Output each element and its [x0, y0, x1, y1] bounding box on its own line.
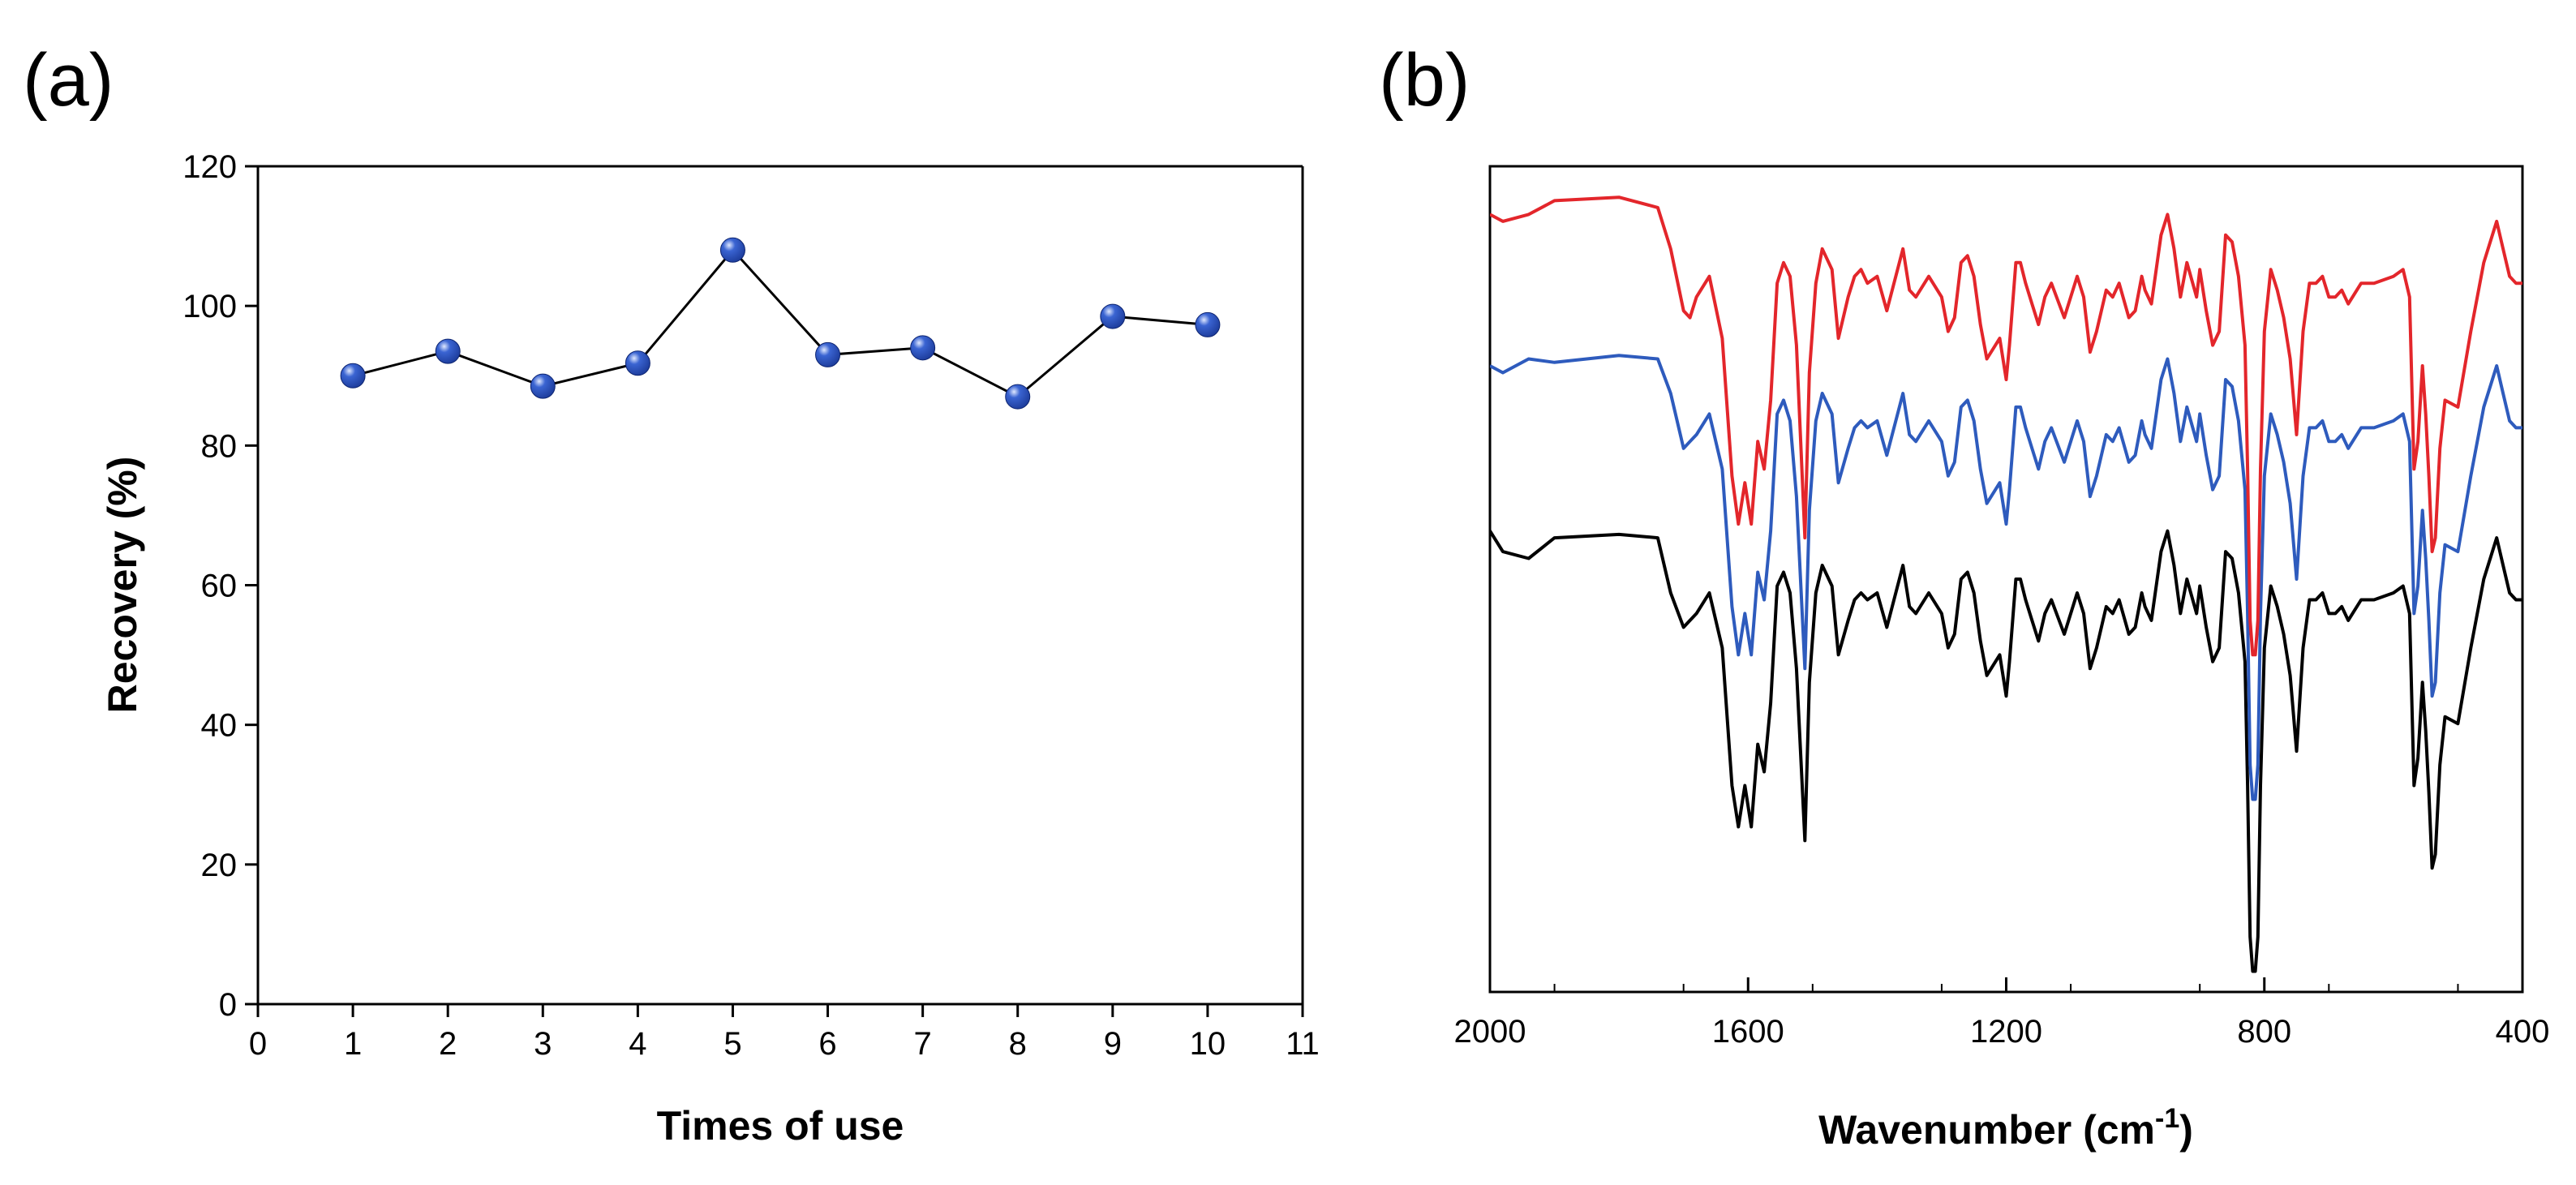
- x-ticks: 2000 1600 1200 800 400: [1454, 977, 2550, 1050]
- x-axis-title: Wavenumber (cm-1): [1818, 1103, 2193, 1153]
- x-axis-title: Times of use: [657, 1103, 904, 1149]
- ftir-spectra-chart: 2000 1600 1200 800 400 Wavenumber (cm-1): [1454, 165, 2550, 1153]
- data-point: [815, 341, 841, 367]
- x-tick-label: 0: [249, 1026, 267, 1062]
- recovery-chart: 0 20 40 60 80 100 120 0 1 2 3 4 5 6 7 8 9 10 11 Times of …: [100, 149, 1320, 1149]
- x-tick-label: 11: [1286, 1026, 1320, 1062]
- data-point: [719, 237, 745, 263]
- x-tick-label: 10: [1190, 1026, 1226, 1062]
- plot-frame: [1488, 165, 2524, 994]
- x-axis-title-close: ): [2179, 1107, 2193, 1153]
- x-tick-label: 3: [534, 1026, 552, 1062]
- x-tick-label: 9: [1104, 1026, 1122, 1062]
- data-point: [435, 338, 461, 364]
- y-tick-label: 40: [201, 708, 238, 744]
- x-tick-label: 1200: [1970, 1014, 2042, 1050]
- data-point: [1005, 384, 1031, 410]
- spectrum-blue: [1490, 354, 2522, 801]
- recovery-series: [340, 237, 1221, 410]
- y-tick-label: 0: [219, 987, 237, 1023]
- x-axis-title-main: Wavenumber (cm: [1818, 1107, 2155, 1153]
- x-tick-label: 5: [723, 1026, 741, 1062]
- y-tick-label: 60: [201, 569, 238, 604]
- x-tick-label: 2: [439, 1026, 457, 1062]
- data-point: [340, 363, 366, 389]
- data-point: [1100, 303, 1126, 329]
- data-point: [625, 350, 650, 376]
- spectrum-red: [1490, 195, 2522, 657]
- x-tick-label: 1600: [1712, 1014, 1784, 1050]
- x-tick-label: 7: [914, 1026, 932, 1062]
- recovery-line: [352, 248, 1209, 398]
- panel-a-label: (a): [23, 39, 114, 122]
- data-point: [530, 373, 556, 399]
- data-point: [910, 335, 936, 361]
- y-tick-label: 120: [182, 149, 237, 185]
- spectrum-black: [1490, 529, 2522, 973]
- x-tick-label: 1: [344, 1026, 362, 1062]
- y-tick-label: 80: [201, 428, 238, 464]
- x-ticks: 0 1 2 3 4 5 6 7 8 9 10 11: [249, 1004, 1320, 1062]
- y-tick-label: 20: [201, 848, 238, 883]
- y-axis-title: Recovery (%): [100, 457, 145, 714]
- x-tick-label: 2000: [1454, 1014, 1526, 1050]
- y-tick-label: 100: [182, 289, 237, 324]
- panel-b-label: (b): [1379, 39, 1470, 122]
- data-point: [1195, 311, 1221, 337]
- x-tick-label: 8: [1009, 1026, 1027, 1062]
- y-ticks: 0 20 40 60 80 100 120: [182, 149, 258, 1023]
- x-axis-title-superscript: -1: [2155, 1103, 2179, 1134]
- x-tick-label: 800: [2237, 1014, 2291, 1050]
- x-tick-label: 4: [629, 1026, 646, 1062]
- x-tick-label: 400: [2496, 1014, 2550, 1050]
- x-tick-label: 6: [818, 1026, 836, 1062]
- spectra-series: [1490, 195, 2522, 973]
